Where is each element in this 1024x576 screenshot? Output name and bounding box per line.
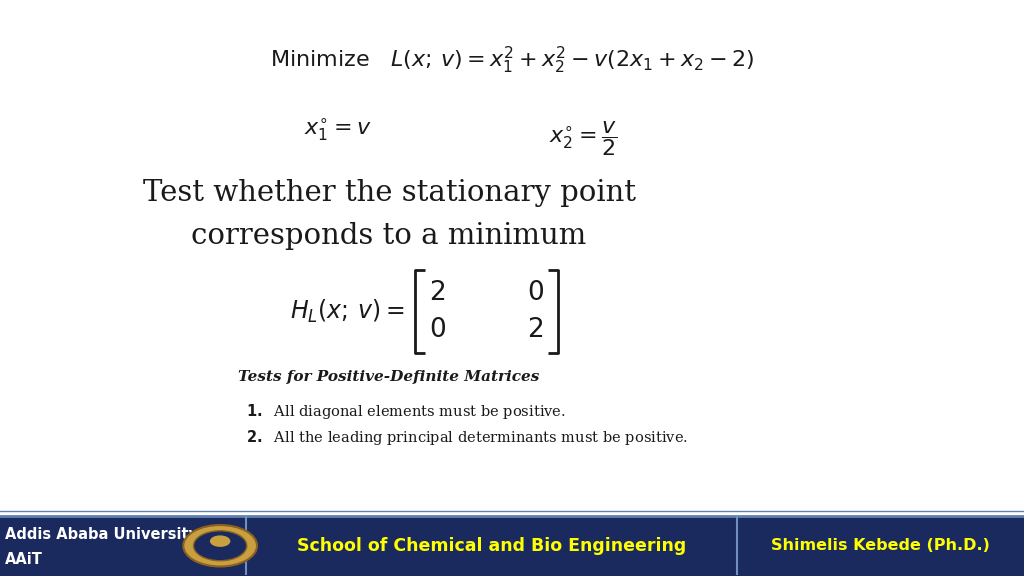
Text: Test whether the stationary point: Test whether the stationary point — [142, 179, 636, 207]
Text: corresponds to a minimum: corresponds to a minimum — [191, 222, 587, 250]
Bar — [0, 516, 1024, 576]
Text: Tests for Positive-Definite Matrices: Tests for Positive-Definite Matrices — [239, 370, 540, 384]
Circle shape — [194, 531, 247, 561]
Circle shape — [183, 525, 257, 567]
Text: AAiT: AAiT — [5, 552, 43, 567]
Text: $\mathbf{1.}$  All diagonal elements must be positive.: $\mathbf{1.}$ All diagonal elements must… — [246, 403, 565, 421]
Text: $2$: $2$ — [429, 280, 445, 305]
Text: Shimelis Kebede (Ph.D.): Shimelis Kebede (Ph.D.) — [771, 538, 990, 554]
Text: $\mathrm{Minimize} \quad L(x;\, v) = x_1^2 + x_2^2 - v(2x_1 + x_2 - 2)$: $\mathrm{Minimize} \quad L(x;\, v) = x_1… — [270, 45, 754, 76]
Text: $x_1^{\circ} = v$: $x_1^{\circ} = v$ — [304, 116, 372, 143]
Text: $0$: $0$ — [429, 317, 445, 342]
Text: $x_2^{\circ} = \dfrac{v}{2}$: $x_2^{\circ} = \dfrac{v}{2}$ — [550, 119, 617, 158]
Text: School of Chemical and Bio Engineering: School of Chemical and Bio Engineering — [297, 537, 686, 555]
Text: $H_L(x;\, v) =$: $H_L(x;\, v) =$ — [290, 297, 404, 325]
Text: $0$: $0$ — [527, 280, 544, 305]
Text: Addis Ababa University: Addis Ababa University — [5, 528, 199, 543]
Text: $\mathbf{2.}$  All the leading principal determinants must be positive.: $\mathbf{2.}$ All the leading principal … — [246, 429, 688, 447]
Circle shape — [210, 536, 230, 547]
Text: $2$: $2$ — [527, 317, 544, 342]
